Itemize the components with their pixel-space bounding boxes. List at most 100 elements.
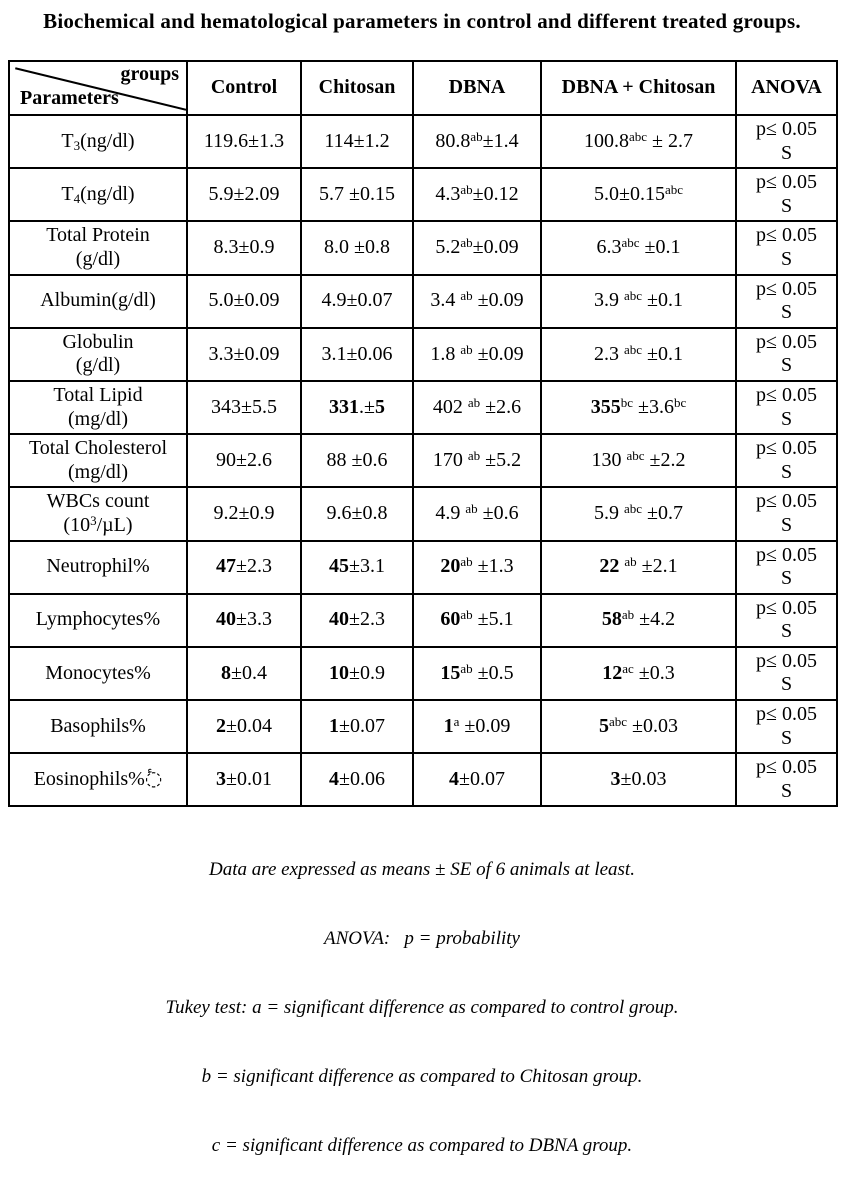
parameter-cell: Albumin(g/dl) [8,273,188,329]
corner-header-cell: groups Parameters [8,60,188,116]
value-cell: 2±0.04 [186,699,302,755]
value-cell: 88 ±0.6 [300,433,414,489]
parameter-cell: WBCs count (103/µL) [8,486,188,542]
value-cell: 80.8ab±1.4 [412,113,542,170]
value-cell: 3.4 ab ±0.09 [412,273,542,329]
value-cell: 170 ab ±5.2 [412,433,542,489]
corner-label-parameters: Parameters [20,87,119,110]
value-cell: 355bc ±3.6bc [540,379,737,436]
anova-cell: p≤ 0.05 S [735,539,838,595]
anova-cell: p≤ 0.05 S [735,167,838,223]
value-cell: 3.3±0.09 [186,326,302,382]
column-header: Control [186,60,302,116]
anova-cell: p≤ 0.05 S [735,752,838,808]
parameter-cell: Neutrophil% [8,539,188,595]
value-cell: 3±0.03 [540,752,737,808]
table-row: WBCs count (103/µL) 9.2±0.9 9.6±0.8 4.9 ab ±… [8,486,838,542]
value-cell: 6.3abc ±0.1 [540,220,737,276]
anova-cell: p≤ 0.05 S [735,645,838,702]
parameter-cell: Basophils% [8,699,188,755]
table-row: Eosinophils%◌ٔ 3±0.01 4±0.06 4±0.07 3±0.03 p≤… [8,752,838,808]
value-cell: 100.8abc ± 2.7 [540,113,737,170]
value-cell: 9.2±0.9 [186,486,302,542]
table-row: Albumin(g/dl) 5.0±0.09 4.9±0.07 3.4 ab ±0.0… [8,273,838,329]
parameter-cell: Total Protein (g/dl) [8,220,188,276]
value-cell: 343±5.5 [186,379,302,436]
value-cell: 130 abc ±2.2 [540,433,737,489]
footnote-line: ANOVA: p = probability [324,928,520,950]
parameter-cell: Eosinophils%◌ٔ [8,752,188,808]
parameter-cell: T3(ng/dl) [8,113,188,170]
value-cell: 8±0.4 [186,645,302,702]
parameters-table: groups Parameters Control Chitosan DBNA DBN… [8,60,838,808]
value-cell: 22 ab ±2.1 [540,539,737,595]
anova-cell: p≤ 0.05 S [735,379,838,436]
value-cell: 8.3±0.9 [186,220,302,276]
footnote-line: Data are expressed as means ± SE of 6 an… [209,859,635,881]
page-title: Biochemical and hematological parameters… [43,9,801,33]
value-cell: 4.9 ab ±0.6 [412,486,542,542]
footnote-line: b = significant difference as compared t… [201,1066,643,1088]
header-row: groups Parameters Control Chitosan DBNA DBN… [8,60,838,116]
value-cell: 1a ±0.09 [412,699,542,755]
footnote-line: c = significant difference as compared t… [211,1135,633,1157]
table-row: Total Lipid (mg/dl) 343±5.5 331.±5 402 ab ±2… [8,379,838,436]
value-cell: 5.0±0.09 [186,273,302,329]
value-cell: 90±2.6 [186,433,302,489]
value-cell: 3±0.01 [186,752,302,808]
value-cell: 45±3.1 [300,539,414,595]
value-cell: 1±0.07 [300,699,414,755]
value-cell: 5abc ±0.03 [540,699,737,755]
table-row: Lymphocytes% 40±3.3 40±2.3 60ab ±5.1 58ab ±4… [8,592,838,648]
table-row: Monocytes% 8±0.4 10±0.9 15ab ±0.5 12ac ±0.3 p… [8,645,838,702]
value-cell: 331.±5 [300,379,414,436]
value-cell: 4.9±0.07 [300,273,414,329]
value-cell: 60ab ±5.1 [412,592,542,648]
anova-cell: p≤ 0.05 S [735,220,838,276]
value-cell: 12ac ±0.3 [540,645,737,702]
anova-cell: p≤ 0.05 S [735,486,838,542]
value-cell: 40±2.3 [300,592,414,648]
value-cell: 5.7 ±0.15 [300,167,414,223]
table-row: Globulin (g/dl) 3.3±0.09 3.1±0.06 1.8 ab ±0.… [8,326,838,382]
value-cell: 4±0.07 [412,752,542,808]
value-cell: 4.3ab±0.12 [412,167,542,223]
footnotes: Data are expressed as means ± SE of 6 an… [0,812,844,1180]
value-cell: 3.1±0.06 [300,326,414,382]
anova-cell: p≤ 0.05 S [735,113,838,170]
table-row: Total Cholesterol (mg/dl) 90±2.6 88 ±0.6 170… [8,433,838,489]
value-cell: 5.0±0.15abc [540,167,737,223]
corner-label-groups: groups [120,63,179,85]
column-header: Chitosan [300,60,414,116]
value-cell: 1.8 ab ±0.09 [412,326,542,382]
table-body: T3(ng/dl) 119.6±1.3 114±1.2 80.8ab±1.4 100.8… [8,113,838,808]
value-cell: 5.9±2.09 [186,167,302,223]
diagonal-divider [10,62,186,114]
footnote-line: Tukey test: a = significant difference a… [165,997,679,1019]
table-row: Total Protein (g/dl) 8.3±0.9 8.0 ±0.8 5.2ab±… [8,220,838,276]
value-cell: 47±2.3 [186,539,302,595]
value-cell: 8.0 ±0.8 [300,220,414,276]
value-cell: 15ab ±0.5 [412,645,542,702]
value-cell: 5.2ab±0.09 [412,220,542,276]
value-cell: 402 ab ±2.6 [412,379,542,436]
parameter-cell: Total Lipid (mg/dl) [8,379,188,436]
anova-cell: p≤ 0.05 S [735,273,838,329]
table-row: T4(ng/dl) 5.9±2.09 5.7 ±0.15 4.3ab±0.12 5.0±… [8,167,838,223]
parameter-cell: T4(ng/dl) [8,167,188,223]
parameter-cell: Lymphocytes% [8,592,188,648]
anova-cell: p≤ 0.05 S [735,326,838,382]
value-cell: 9.6±0.8 [300,486,414,542]
value-cell: 20ab ±1.3 [412,539,542,595]
value-cell: 10±0.9 [300,645,414,702]
value-cell: 58ab ±4.2 [540,592,737,648]
parameter-cell: Monocytes% [8,645,188,702]
anova-cell: p≤ 0.05 S [735,699,838,755]
column-header: ANOVA [735,60,838,116]
anova-cell: p≤ 0.05 S [735,592,838,648]
anova-cell: p≤ 0.05 S [735,433,838,489]
column-header: DBNA + Chitosan [540,60,737,116]
value-cell: 2.3 abc ±0.1 [540,326,737,382]
parameter-cell: Total Cholesterol (mg/dl) [8,433,188,489]
value-cell: 119.6±1.3 [186,113,302,170]
